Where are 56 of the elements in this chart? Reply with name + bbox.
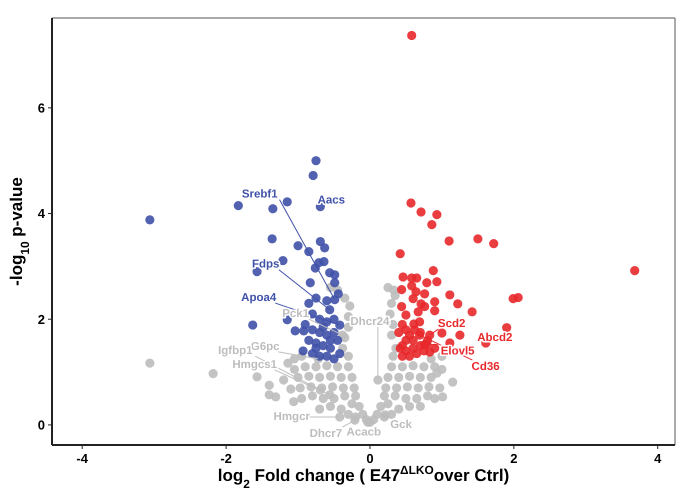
point xyxy=(308,325,318,334)
point xyxy=(335,320,344,330)
annotation: Apoa4 xyxy=(241,292,277,304)
y-tick-label: 6 xyxy=(38,100,45,116)
point xyxy=(322,296,332,306)
point xyxy=(300,320,310,330)
point xyxy=(278,256,288,266)
point xyxy=(304,298,314,308)
x-tick-label: 2 xyxy=(510,451,518,466)
annotation: Igfbp1 xyxy=(218,345,254,358)
point xyxy=(248,320,258,330)
point xyxy=(290,326,300,336)
annotation: G6pc xyxy=(250,340,280,353)
point xyxy=(325,305,334,314)
x-axis-title: log$_{2}$ Fold change ( E47$^{ΔLKO}$over Ctrl) xyxy=(218,463,510,491)
point xyxy=(293,241,303,250)
y-tick-label: 4 xyxy=(38,206,46,222)
annotation: Dhcr7 xyxy=(310,428,342,440)
x-tick-label: 0 xyxy=(366,451,374,466)
annotation: Scd2 xyxy=(438,318,466,330)
point xyxy=(322,352,332,361)
point xyxy=(329,354,339,364)
y-tick-label: 0 xyxy=(38,417,45,432)
point xyxy=(335,348,344,358)
point xyxy=(330,270,340,280)
point xyxy=(326,344,336,353)
x-tick-label: -4 xyxy=(76,451,89,466)
x-tick-label: 4 xyxy=(654,451,662,466)
point xyxy=(311,156,321,166)
point xyxy=(320,243,330,252)
annotation: Gck xyxy=(390,418,413,431)
annotation: Abcd2 xyxy=(477,332,512,344)
point xyxy=(282,197,292,207)
annotation: Fdps xyxy=(252,258,280,271)
annotation: Hmgcr xyxy=(274,411,310,424)
point xyxy=(268,204,278,214)
point xyxy=(308,170,318,180)
annotation: Aacs xyxy=(318,194,346,207)
point xyxy=(319,257,329,266)
point xyxy=(268,234,277,244)
annotation: Cd36 xyxy=(472,361,500,374)
point xyxy=(330,295,340,304)
point xyxy=(145,215,154,224)
y-tick-label: 2 xyxy=(38,312,45,327)
x-tick-label: -2 xyxy=(220,451,232,466)
point xyxy=(298,346,308,356)
point xyxy=(326,336,336,345)
point xyxy=(304,336,314,345)
point xyxy=(306,278,315,288)
point xyxy=(311,344,321,353)
point xyxy=(234,201,243,210)
point xyxy=(330,278,340,288)
annotation: Acacb xyxy=(346,426,382,438)
annotation: Dhcr24 xyxy=(350,316,390,328)
point xyxy=(316,236,325,246)
annotation: Srebf1 xyxy=(242,188,278,201)
